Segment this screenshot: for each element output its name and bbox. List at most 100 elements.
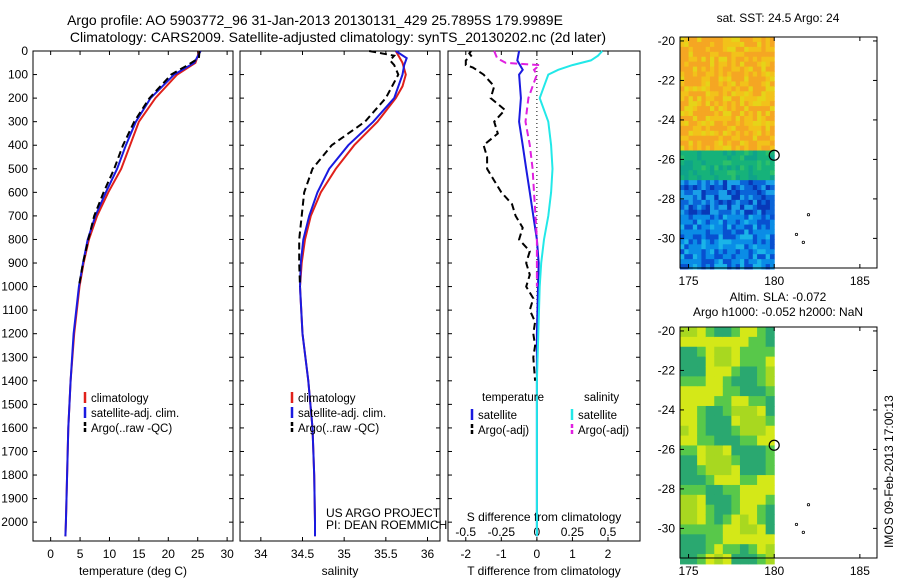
heatmap-cell (684, 106, 690, 112)
heatmap-cell (688, 209, 694, 216)
title-line-2: Climatology: CARS2009. Satellite-adjuste… (70, 29, 606, 45)
heatmap-cell (697, 465, 707, 476)
salinity-satellite-line (535, 50, 604, 537)
heatmap-cell (761, 56, 767, 63)
heatmap-cell (692, 56, 698, 63)
heatmap-cell (718, 180, 724, 186)
y-tick-label: 1700 (1, 444, 28, 458)
heatmap-cell (714, 155, 720, 161)
heatmap-cell (765, 130, 771, 137)
argo-line (77, 50, 201, 287)
x-tick-label: 2 (605, 547, 612, 561)
heatmap-cell (739, 229, 745, 235)
heatmap-cell (697, 224, 702, 230)
y-tick-label: 1500 (1, 397, 28, 411)
heatmap-cell (739, 86, 745, 92)
heatmap-cell (718, 140, 724, 147)
heatmap-cell (697, 249, 702, 255)
heatmap-cell (722, 194, 728, 201)
heatmap-cell (714, 180, 720, 186)
heatmap-cell (709, 254, 715, 260)
heatmap-cell (735, 259, 741, 265)
heatmap-cell (769, 170, 775, 176)
heatmap-cell (769, 219, 775, 226)
heatmap-cell (739, 51, 745, 58)
heatmap-cell (757, 445, 767, 456)
x-tick-label: 36 (421, 547, 435, 561)
heatmap-cell (718, 66, 724, 73)
heatmap-cell (680, 140, 685, 147)
heatmap-cell (722, 259, 728, 265)
heatmap-cell (705, 445, 715, 456)
sla-map-panel: -20 -22 -24 -26 -28 -30 175 180 185 Altim. SLA: -… (658, 290, 878, 578)
heatmap-cell (718, 190, 724, 196)
heatmap-cell (727, 244, 732, 250)
heatmap-cell (718, 175, 724, 181)
heatmap-cell (697, 175, 702, 181)
heatmap-cell (748, 435, 758, 446)
heatmap-cell (748, 125, 754, 132)
heatmap-cell (705, 366, 715, 377)
heatmap-cell (714, 224, 720, 230)
heatmap-cell (705, 435, 715, 446)
heatmap-cell (688, 96, 694, 102)
heatmap-cell (765, 455, 775, 466)
heatmap-cell (757, 125, 762, 132)
heatmap-cell (722, 396, 732, 407)
heatmap-cell (684, 259, 690, 265)
heatmap-cell (701, 150, 707, 156)
heatmap-cell (735, 244, 741, 250)
heatmap-cell (722, 46, 728, 53)
heatmap-cell (731, 494, 741, 506)
heatmap-cell (680, 51, 685, 58)
heatmap-cell (727, 96, 732, 102)
heatmap-cell (731, 214, 737, 221)
heatmap-cell (739, 475, 750, 486)
heatmap-cell (697, 185, 702, 191)
heatmap-cell (684, 37, 690, 43)
heatmap-cell (748, 356, 758, 367)
legend-label: Argo(-adj) (578, 425, 629, 437)
heatmap-cell (748, 534, 758, 545)
heatmap-cell (697, 494, 707, 506)
heatmap-cell (684, 185, 690, 191)
heatmap-cell (739, 46, 745, 53)
heatmap-cell (757, 327, 767, 338)
heatmap-cell (714, 494, 724, 506)
heatmap-cell (680, 165, 685, 171)
heatmap-cell (727, 199, 732, 206)
heatmap-cell (722, 376, 732, 387)
x-tick-label: -1 (496, 547, 507, 561)
heatmap-cell (701, 244, 707, 250)
heatmap-cell (731, 71, 737, 77)
y-tick-label: 1800 (1, 468, 28, 482)
plot-frame (447, 50, 641, 542)
heatmap-cell (718, 41, 724, 48)
heatmap-cell (761, 214, 767, 221)
y-tick-label: -30 (658, 231, 676, 245)
heatmap-cell (739, 405, 750, 417)
heatmap-cell (680, 219, 685, 226)
heatmap-cell (727, 234, 732, 240)
heatmap-cell (705, 91, 711, 97)
heatmap-cell (722, 155, 728, 161)
heatmap-cell (692, 46, 698, 53)
heatmap-cell (692, 160, 698, 166)
heatmap-cell (692, 155, 698, 161)
heatmap-cell (727, 170, 732, 176)
x-tick-label: 180 (764, 274, 784, 288)
heatmap-cell (769, 96, 775, 102)
y-tick-label: 1300 (1, 350, 28, 364)
heatmap-cell (709, 170, 715, 176)
salinity-panel: 34 34.5 35 35.5 36 salinity climatology satelli… (239, 50, 441, 578)
heatmap-cell (705, 76, 711, 82)
heatmap-cell (714, 160, 720, 166)
heatmap-cell (718, 264, 724, 270)
y-tick-label: 700 (8, 209, 28, 223)
heatmap-cell (692, 229, 698, 235)
heatmap-cell (688, 101, 694, 107)
heatmap-cell (722, 37, 728, 43)
heatmap-cell (684, 120, 690, 127)
heatmap-cell (757, 244, 762, 250)
heatmap-cell (735, 41, 741, 48)
